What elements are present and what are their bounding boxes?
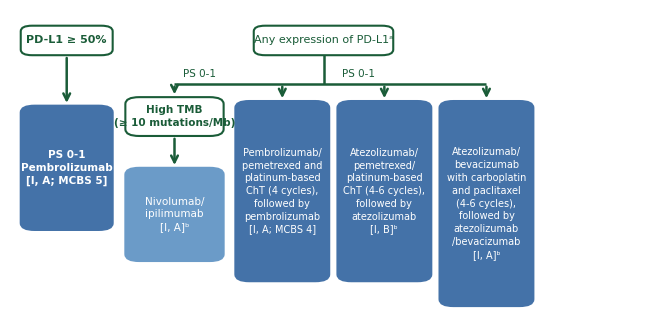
FancyBboxPatch shape bbox=[21, 106, 113, 230]
Text: Any expression of PD-L1ᵃ: Any expression of PD-L1ᵃ bbox=[254, 36, 393, 45]
Text: High TMB
(≥ 10 mutations/Mb): High TMB (≥ 10 mutations/Mb) bbox=[114, 105, 235, 128]
Text: Pembrolizumab/
pemetrexed and
platinum-based
ChT (4 cycles),
followed by
pembrol: Pembrolizumab/ pemetrexed and platinum-b… bbox=[242, 148, 322, 235]
FancyBboxPatch shape bbox=[126, 168, 224, 261]
Text: PS 0-1
Pembrolizumab
[I, A; MCBS 5]: PS 0-1 Pembrolizumab [I, A; MCBS 5] bbox=[21, 150, 113, 186]
FancyBboxPatch shape bbox=[21, 26, 113, 55]
Text: PD-L1 ≥ 50%: PD-L1 ≥ 50% bbox=[27, 36, 107, 45]
FancyBboxPatch shape bbox=[236, 101, 329, 281]
FancyBboxPatch shape bbox=[338, 101, 432, 281]
Text: PS 0-1: PS 0-1 bbox=[183, 69, 216, 79]
FancyBboxPatch shape bbox=[254, 26, 393, 55]
Text: Atezolizumab/
bevacizumab
with carboplatin
and paclitaxel
(4-6 cycles),
followed: Atezolizumab/ bevacizumab with carboplat… bbox=[447, 147, 526, 260]
FancyBboxPatch shape bbox=[126, 97, 224, 136]
Text: PS 0-1: PS 0-1 bbox=[342, 69, 375, 79]
Text: Nivolumab/
ipilimumab
[I, A]ᵇ: Nivolumab/ ipilimumab [I, A]ᵇ bbox=[145, 197, 204, 232]
FancyBboxPatch shape bbox=[439, 101, 533, 306]
Text: Atezolizumab/
pemetrexed/
platinum-based
ChT (4-6 cycles),
followed by
atezolizu: Atezolizumab/ pemetrexed/ platinum-based… bbox=[344, 148, 425, 235]
